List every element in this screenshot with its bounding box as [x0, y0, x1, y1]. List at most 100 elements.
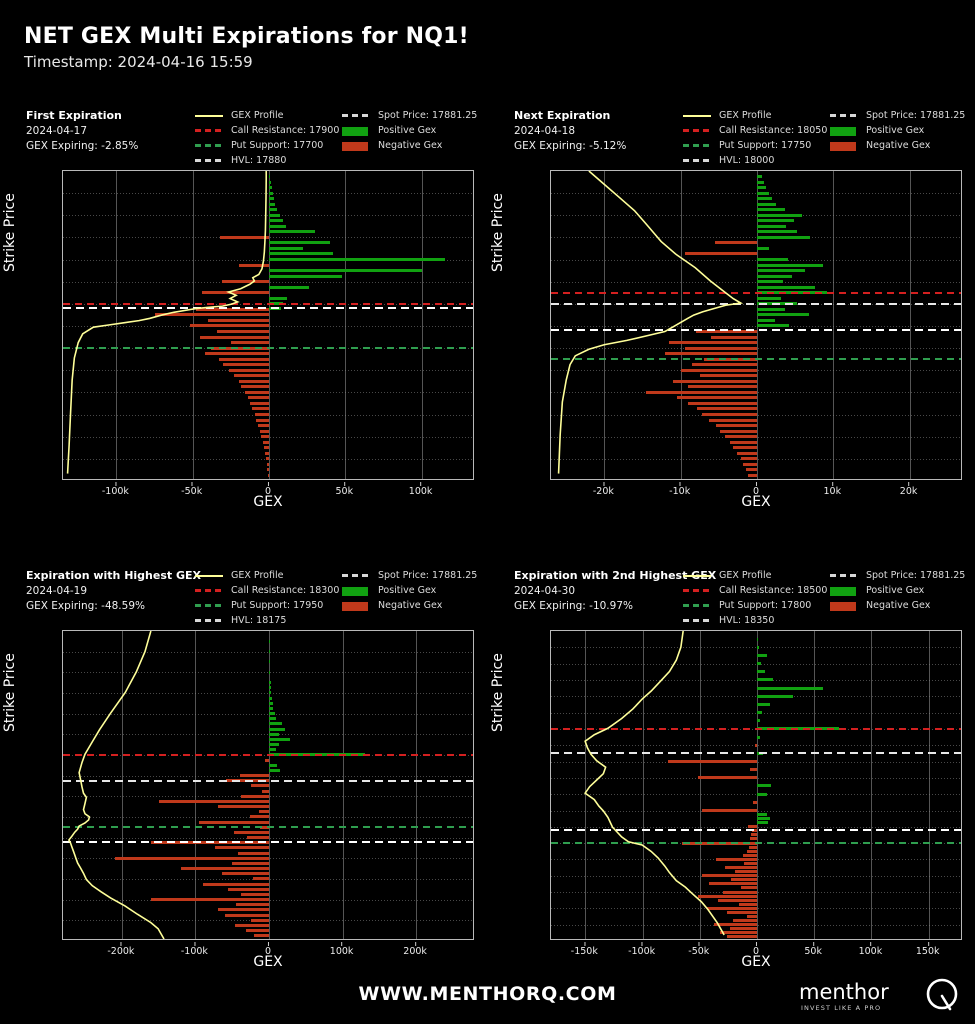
gex-bar [204, 352, 269, 356]
gex-profile-line [66, 171, 268, 474]
gex-bar [757, 269, 806, 272]
gex-bar [252, 407, 269, 411]
legend-column: Spot Price: 17881.25 Positive Gex Negative… [829, 109, 975, 154]
gex-bar [757, 186, 767, 189]
x-axis-title: GEX [741, 494, 771, 510]
gex-bar [218, 357, 269, 361]
gex-bar [727, 910, 757, 914]
x-gridline [342, 631, 344, 939]
gex-bar [202, 882, 269, 886]
gex-bar [702, 874, 757, 878]
legend-hvl: HVL: 18175 [194, 614, 344, 627]
gex-bar [757, 821, 769, 825]
gex-bar [727, 935, 757, 939]
gex-bar [269, 296, 288, 300]
legend-column: GEX Profile Call Resistance: 18500 Put Sup… [682, 569, 832, 629]
legend-spot-price-label: Spot Price: 17881.25 [378, 110, 478, 121]
gex-bar [757, 263, 823, 267]
brand-tagline: INVEST LIKE A PRO [801, 1004, 882, 1012]
gex-bar [749, 845, 757, 849]
legend-put-support-label: Put Support: 17800 [719, 600, 812, 611]
put-support-swatch-icon [682, 141, 712, 151]
y-gridline [551, 679, 961, 681]
x-gridline [195, 631, 197, 939]
panel-header: Expiration with 2nd Highest GEX 2024-04-3… [514, 569, 969, 626]
x-gridline [121, 631, 123, 939]
x-gridline [269, 171, 270, 479]
legend-spot-price-label: Spot Price: 17881.25 [866, 110, 966, 121]
legend-column: GEX Profile Call Resistance: 17900 Put Sup… [194, 109, 344, 169]
legend-negative-gex: Negative Gex [829, 599, 975, 612]
legend-put-support: Put Support: 17800 [682, 599, 832, 612]
x-gridline [269, 631, 270, 939]
gex-bar [241, 794, 269, 798]
gex-bar [757, 784, 771, 788]
y-gridline [63, 734, 473, 736]
legend-negative-gex-label: Negative Gex [378, 600, 443, 611]
gex-bar [245, 929, 269, 933]
x-gridline [416, 631, 418, 939]
gex-bar [217, 805, 269, 809]
gex-bar [244, 390, 269, 394]
legend-hvl-label: HVL: 18350 [719, 615, 775, 626]
y-gridline [551, 663, 961, 665]
gex-bar [757, 719, 760, 723]
panel-second-highest-gex: Expiration with 2nd Highest GEX 2024-04-3… [488, 560, 975, 1020]
panel-gex-expiring: GEX Expiring: -10.97% [514, 600, 633, 612]
legend-put-support: Put Support: 17750 [682, 139, 832, 152]
gex-bar [267, 473, 269, 477]
panel-date: 2024-04-17 [26, 125, 88, 137]
positive-gex-swatch-icon [341, 586, 371, 596]
legend-column: Spot Price: 17881.25 Positive Gex Negative… [829, 569, 975, 614]
gex-bar [151, 898, 269, 902]
gex-bar [269, 681, 271, 685]
panel-highest-gex: Expiration with Highest GEX 2024-04-19 GEX… [0, 560, 487, 1020]
x-gridline [814, 631, 816, 939]
panel-header: Next Expiration 2024-04-18 GEX Expiring: -… [514, 109, 969, 166]
gex-bar [646, 390, 757, 394]
gex-bar [265, 451, 269, 455]
gex-bar [706, 906, 757, 910]
gex-bar [757, 274, 793, 278]
gex-bar [757, 637, 759, 641]
x-tick-label: 100k [859, 942, 882, 957]
y-gridline [551, 326, 961, 327]
gex-bar [757, 219, 794, 223]
gex-bar [743, 853, 757, 857]
gex-bar [750, 768, 757, 772]
legend-positive-gex-label: Positive Gex [378, 125, 437, 136]
x-gridline [421, 171, 423, 479]
legend-put-support-label: Put Support: 17950 [231, 600, 324, 611]
gex-bar [729, 440, 757, 444]
gex-bar [269, 213, 280, 217]
brand-wordmark: menthor [799, 980, 889, 1004]
legend-put-support-label: Put Support: 17700 [231, 140, 324, 151]
panel-header-text: Expiration with 2nd Highest GEX 2024-04-3… [514, 569, 716, 612]
gex-bar [697, 776, 757, 780]
gex-bar [223, 363, 269, 367]
plot-area: Strike Price 1720017300174001750017600177… [488, 624, 975, 1020]
gex-bar [254, 934, 269, 938]
gex-bar [757, 191, 770, 195]
legend-put-support: Put Support: 17700 [194, 139, 344, 152]
legend-call-resistance-label: Call Resistance: 18300 [231, 585, 340, 596]
panel-title: First Expiration [26, 109, 122, 122]
gex-bar [741, 457, 757, 461]
gex-bar [201, 291, 269, 295]
gex-bar [264, 446, 269, 450]
gex-bar [269, 197, 275, 201]
gex-bar [684, 346, 757, 350]
gex-bar [757, 324, 789, 328]
panel-title: Expiration with Highest GEX [26, 569, 202, 582]
negative-gex-swatch-icon [341, 601, 371, 611]
gex-profile-swatch-icon [682, 571, 712, 581]
gex-bar [269, 686, 271, 690]
x-gridline [909, 171, 911, 479]
gex-bar [195, 307, 269, 311]
y-gridline [63, 693, 473, 694]
call-resistance-swatch-icon [194, 126, 224, 136]
x-tick-label: 200k [403, 942, 427, 957]
gex-bar [750, 837, 757, 841]
gex-bar [757, 180, 764, 184]
x-tick-label: 0 [265, 482, 271, 497]
